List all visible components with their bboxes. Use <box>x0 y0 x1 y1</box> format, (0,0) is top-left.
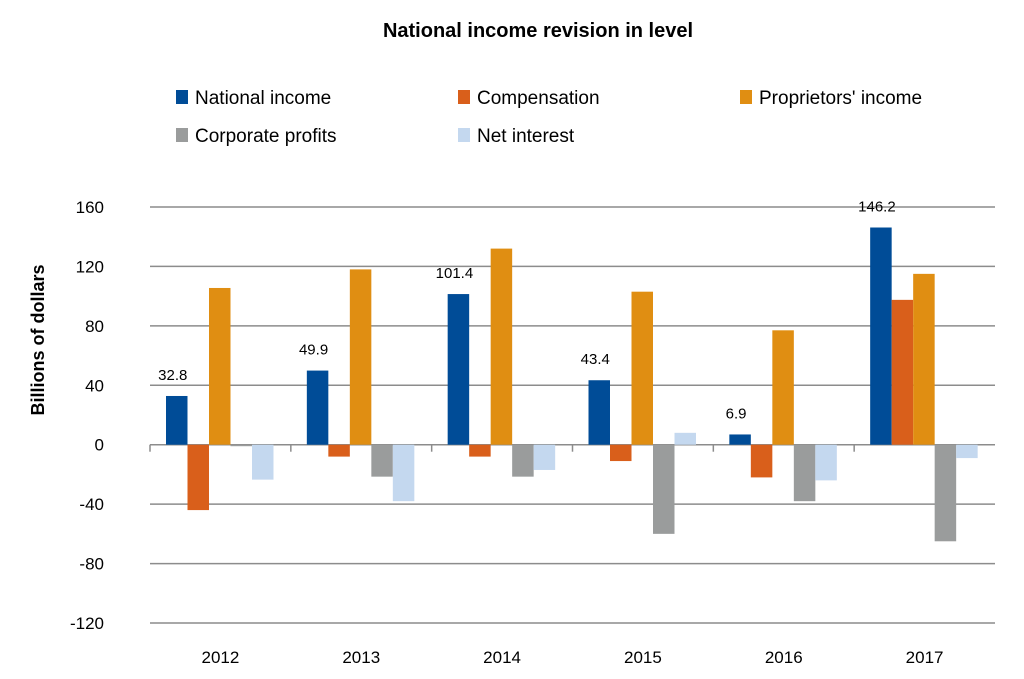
bar-net-interest-2015 <box>674 432 696 445</box>
bar-national-income-2012 <box>166 395 188 445</box>
legend-swatch <box>740 90 752 104</box>
legend-swatch <box>176 90 188 104</box>
bar-proprietors-income-2017 <box>913 273 935 445</box>
legend-label: Proprietors' income <box>759 88 922 109</box>
bar-national-income-2015 <box>588 380 610 445</box>
bar-proprietors-income-2016 <box>772 330 794 445</box>
bar-net-interest-2013 <box>392 444 415 502</box>
bar-compensation-2016 <box>750 444 773 478</box>
x-tick-label: 2013 <box>342 648 380 667</box>
bar-corporate-profits-2013 <box>371 444 393 477</box>
bar-corporate-profits-2015 <box>653 444 675 534</box>
legend-label: Compensation <box>477 88 600 109</box>
y-tick-label: 80 <box>85 317 104 336</box>
bar-proprietors-income-2014 <box>490 248 513 445</box>
bar-compensation-2013 <box>328 444 350 457</box>
bar-proprietors-income-2013 <box>349 269 372 445</box>
bar-corporate-profits-2017 <box>934 444 957 542</box>
bar-corporate-profits-2014 <box>512 444 534 477</box>
bar-compensation-2014 <box>469 444 491 457</box>
data-label: 43.4 <box>581 351 610 368</box>
legend-swatch <box>176 128 188 142</box>
y-tick-label: -40 <box>79 495 104 514</box>
legend-label: Net interest <box>477 126 575 147</box>
bar-corporate-profits-2016 <box>793 444 816 502</box>
y-tick-label: 40 <box>85 376 104 395</box>
data-label: 101.4 <box>436 265 474 282</box>
data-label: 32.8 <box>158 367 187 384</box>
x-tick-label: 2015 <box>624 648 662 667</box>
bar-national-income-2017 <box>870 227 892 445</box>
legend-label: National income <box>195 88 331 109</box>
x-tick-label: 2012 <box>202 648 240 667</box>
y-axis-label: Billions of dollars <box>28 264 48 415</box>
legend-swatch <box>458 128 470 142</box>
chart-title: National income revision in level <box>383 20 693 42</box>
x-tick-label: 2014 <box>483 648 521 667</box>
bar-corporate-profits-2012 <box>230 444 252 447</box>
bar-compensation-2015 <box>610 444 632 462</box>
bar-proprietors-income-2012 <box>209 287 231 445</box>
y-tick-label: -120 <box>70 614 104 633</box>
y-tick-label: -80 <box>79 555 104 574</box>
data-label: 49.9 <box>299 342 328 359</box>
bar-net-interest-2014 <box>533 444 556 470</box>
bar-compensation-2012 <box>187 444 209 511</box>
y-tick-label: 0 <box>95 436 104 455</box>
legend-label: Corporate profits <box>195 126 337 147</box>
bar-net-interest-2017 <box>956 444 978 459</box>
bar-net-interest-2016 <box>815 444 837 481</box>
y-tick-label: 160 <box>76 198 104 217</box>
bar-proprietors-income-2015 <box>631 291 653 445</box>
bar-net-interest-2012 <box>252 444 274 480</box>
bar-national-income-2016 <box>729 434 751 445</box>
data-label: 146.2 <box>858 199 896 216</box>
y-tick-label: 120 <box>76 257 104 276</box>
data-label: 6.9 <box>726 405 747 422</box>
bar-national-income-2013 <box>306 370 329 445</box>
bar-national-income-2014 <box>447 294 470 445</box>
x-tick-label: 2017 <box>906 648 944 667</box>
bar-compensation-2017 <box>891 299 914 445</box>
legend-swatch <box>458 90 470 104</box>
x-tick-label: 2016 <box>765 648 803 667</box>
